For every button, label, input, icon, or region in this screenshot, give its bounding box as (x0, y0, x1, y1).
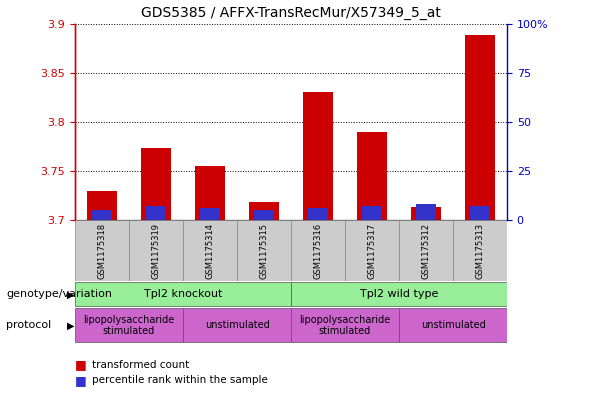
Bar (345, 220, 399, 281)
Bar (183, 309, 291, 342)
Text: protocol: protocol (6, 320, 51, 331)
Title: GDS5385 / AFFX-TransRecMur/X57349_5_at: GDS5385 / AFFX-TransRecMur/X57349_5_at (141, 6, 441, 20)
Text: GSM1175315: GSM1175315 (260, 222, 269, 279)
Bar (362, 206, 382, 220)
Bar (453, 220, 507, 281)
Bar (357, 132, 387, 220)
Text: GSM1175319: GSM1175319 (151, 222, 161, 279)
Text: ■: ■ (75, 374, 87, 387)
Bar (87, 191, 117, 220)
Bar (75, 309, 183, 342)
Text: GSM1175314: GSM1175314 (205, 222, 215, 279)
Text: GSM1175313: GSM1175313 (476, 222, 485, 279)
Bar (254, 210, 274, 220)
Bar (75, 282, 291, 307)
Text: unstimulated: unstimulated (205, 320, 269, 331)
Bar (399, 220, 453, 281)
Text: unstimulated: unstimulated (421, 320, 485, 331)
Text: genotype/variation: genotype/variation (6, 289, 112, 299)
Bar (465, 35, 495, 220)
Text: lipopolysaccharide
stimulated: lipopolysaccharide stimulated (83, 315, 175, 336)
Text: GSM1175316: GSM1175316 (314, 222, 323, 279)
Text: GSM1175312: GSM1175312 (421, 222, 431, 279)
Bar (291, 282, 507, 307)
Bar (249, 202, 279, 220)
Bar (399, 309, 507, 342)
Bar (146, 206, 166, 220)
Text: ■: ■ (75, 358, 87, 371)
Text: ▶: ▶ (67, 320, 74, 331)
Bar (303, 92, 333, 220)
Bar (237, 220, 291, 281)
Bar (411, 208, 441, 220)
Bar (129, 220, 183, 281)
Bar (75, 220, 129, 281)
Bar (92, 210, 112, 220)
Bar (308, 208, 328, 220)
Bar (291, 220, 345, 281)
Text: Tpl2 knockout: Tpl2 knockout (144, 289, 222, 299)
Bar (200, 208, 220, 220)
Bar (416, 204, 436, 220)
Text: Tpl2 wild type: Tpl2 wild type (360, 289, 438, 299)
Text: transformed count: transformed count (92, 360, 189, 370)
Bar (195, 166, 225, 220)
Bar (291, 309, 399, 342)
Text: GSM1175318: GSM1175318 (97, 222, 107, 279)
Bar (183, 220, 237, 281)
Text: ▶: ▶ (67, 289, 74, 299)
Text: GSM1175317: GSM1175317 (367, 222, 377, 279)
Bar (470, 206, 490, 220)
Text: percentile rank within the sample: percentile rank within the sample (92, 375, 268, 386)
Bar (141, 148, 171, 220)
Text: lipopolysaccharide
stimulated: lipopolysaccharide stimulated (299, 315, 391, 336)
